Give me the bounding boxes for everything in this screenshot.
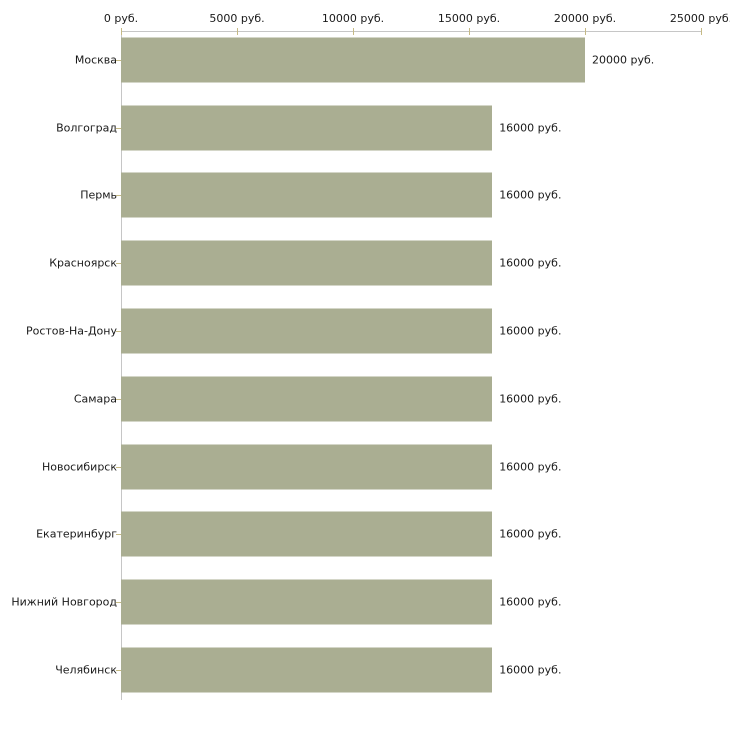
bar-value-label: 16000 руб. xyxy=(499,324,562,338)
bar xyxy=(121,37,585,83)
chart-row: Пермь 16000 руб. xyxy=(0,162,730,230)
x-tick-label: 5000 руб. xyxy=(209,12,265,25)
x-axis-line xyxy=(121,31,702,32)
bar xyxy=(121,579,493,625)
chart-row: Волгоград 16000 руб. xyxy=(0,94,730,162)
chart-row: Москва 20000 руб. xyxy=(0,26,730,94)
x-tick-label: 15000 руб. xyxy=(437,12,501,25)
bar-value-label: 16000 руб. xyxy=(499,256,562,270)
y-tick-mark xyxy=(116,602,121,604)
bar-value-label: 16000 руб. xyxy=(499,527,562,541)
y-tick-mark xyxy=(116,195,121,197)
y-tick-mark xyxy=(116,127,121,129)
bar-value-label: 16000 руб. xyxy=(499,595,562,609)
bar-value-label: 16000 руб. xyxy=(499,188,562,202)
bar xyxy=(121,172,493,218)
y-axis-line xyxy=(121,31,122,700)
chart-row: Нижний Новгород 16000 руб. xyxy=(0,568,730,636)
category-label: Самара xyxy=(73,392,117,406)
x-tick-label: 10000 руб. xyxy=(321,12,385,25)
category-label: Пермь xyxy=(80,188,117,202)
y-tick-mark xyxy=(116,670,121,672)
x-tick-mark xyxy=(701,28,702,35)
category-label: Красноярск xyxy=(49,256,117,270)
y-tick-mark xyxy=(116,466,121,468)
bar xyxy=(121,376,493,422)
bar xyxy=(121,240,493,286)
bar-value-label: 16000 руб. xyxy=(499,460,562,474)
x-tick-mark xyxy=(121,28,122,35)
y-tick-mark xyxy=(116,263,121,265)
x-tick-mark xyxy=(469,28,470,35)
category-label: Нижний Новгород xyxy=(11,595,117,609)
y-tick-mark xyxy=(116,534,121,536)
category-label: Челябинск xyxy=(55,663,117,677)
bar-value-label: 20000 руб. xyxy=(592,53,655,67)
x-tick-mark xyxy=(585,28,586,35)
bar xyxy=(121,105,493,151)
chart-rows: Москва 20000 руб. Волгоград 16000 руб. Пермь… xyxy=(0,26,730,704)
x-tick-label: 25000 руб. xyxy=(669,12,730,25)
chart-row: Екатеринбург 16000 руб. xyxy=(0,501,730,569)
bar xyxy=(121,647,493,693)
category-label: Волгоград xyxy=(56,121,117,135)
chart-row: Самара 16000 руб. xyxy=(0,365,730,433)
category-label: Москва xyxy=(74,53,117,67)
chart-row: Красноярск 16000 руб. xyxy=(0,229,730,297)
bar-value-label: 16000 руб. xyxy=(499,663,562,677)
category-label: Ростов-На-Дону xyxy=(25,324,117,338)
category-label: Екатеринбург xyxy=(36,527,117,541)
x-tick-mark xyxy=(237,28,238,35)
bar xyxy=(121,308,493,354)
chart-row: Челябинск 16000 руб. xyxy=(0,636,730,704)
bar-value-label: 16000 руб. xyxy=(499,392,562,406)
bar-value-label: 16000 руб. xyxy=(499,121,562,135)
bar xyxy=(121,511,493,557)
category-label: Новосибирск xyxy=(41,460,117,474)
x-tick-label: 20000 руб. xyxy=(553,12,617,25)
x-tick-mark xyxy=(353,28,354,35)
bar xyxy=(121,444,493,490)
y-tick-mark xyxy=(116,398,121,400)
y-tick-mark xyxy=(116,59,121,61)
chart-row: Ростов-На-Дону 16000 руб. xyxy=(0,297,730,365)
chart-row: Новосибирск 16000 руб. xyxy=(0,433,730,501)
y-tick-mark xyxy=(116,331,121,333)
x-tick-label: 0 руб. xyxy=(103,12,139,25)
